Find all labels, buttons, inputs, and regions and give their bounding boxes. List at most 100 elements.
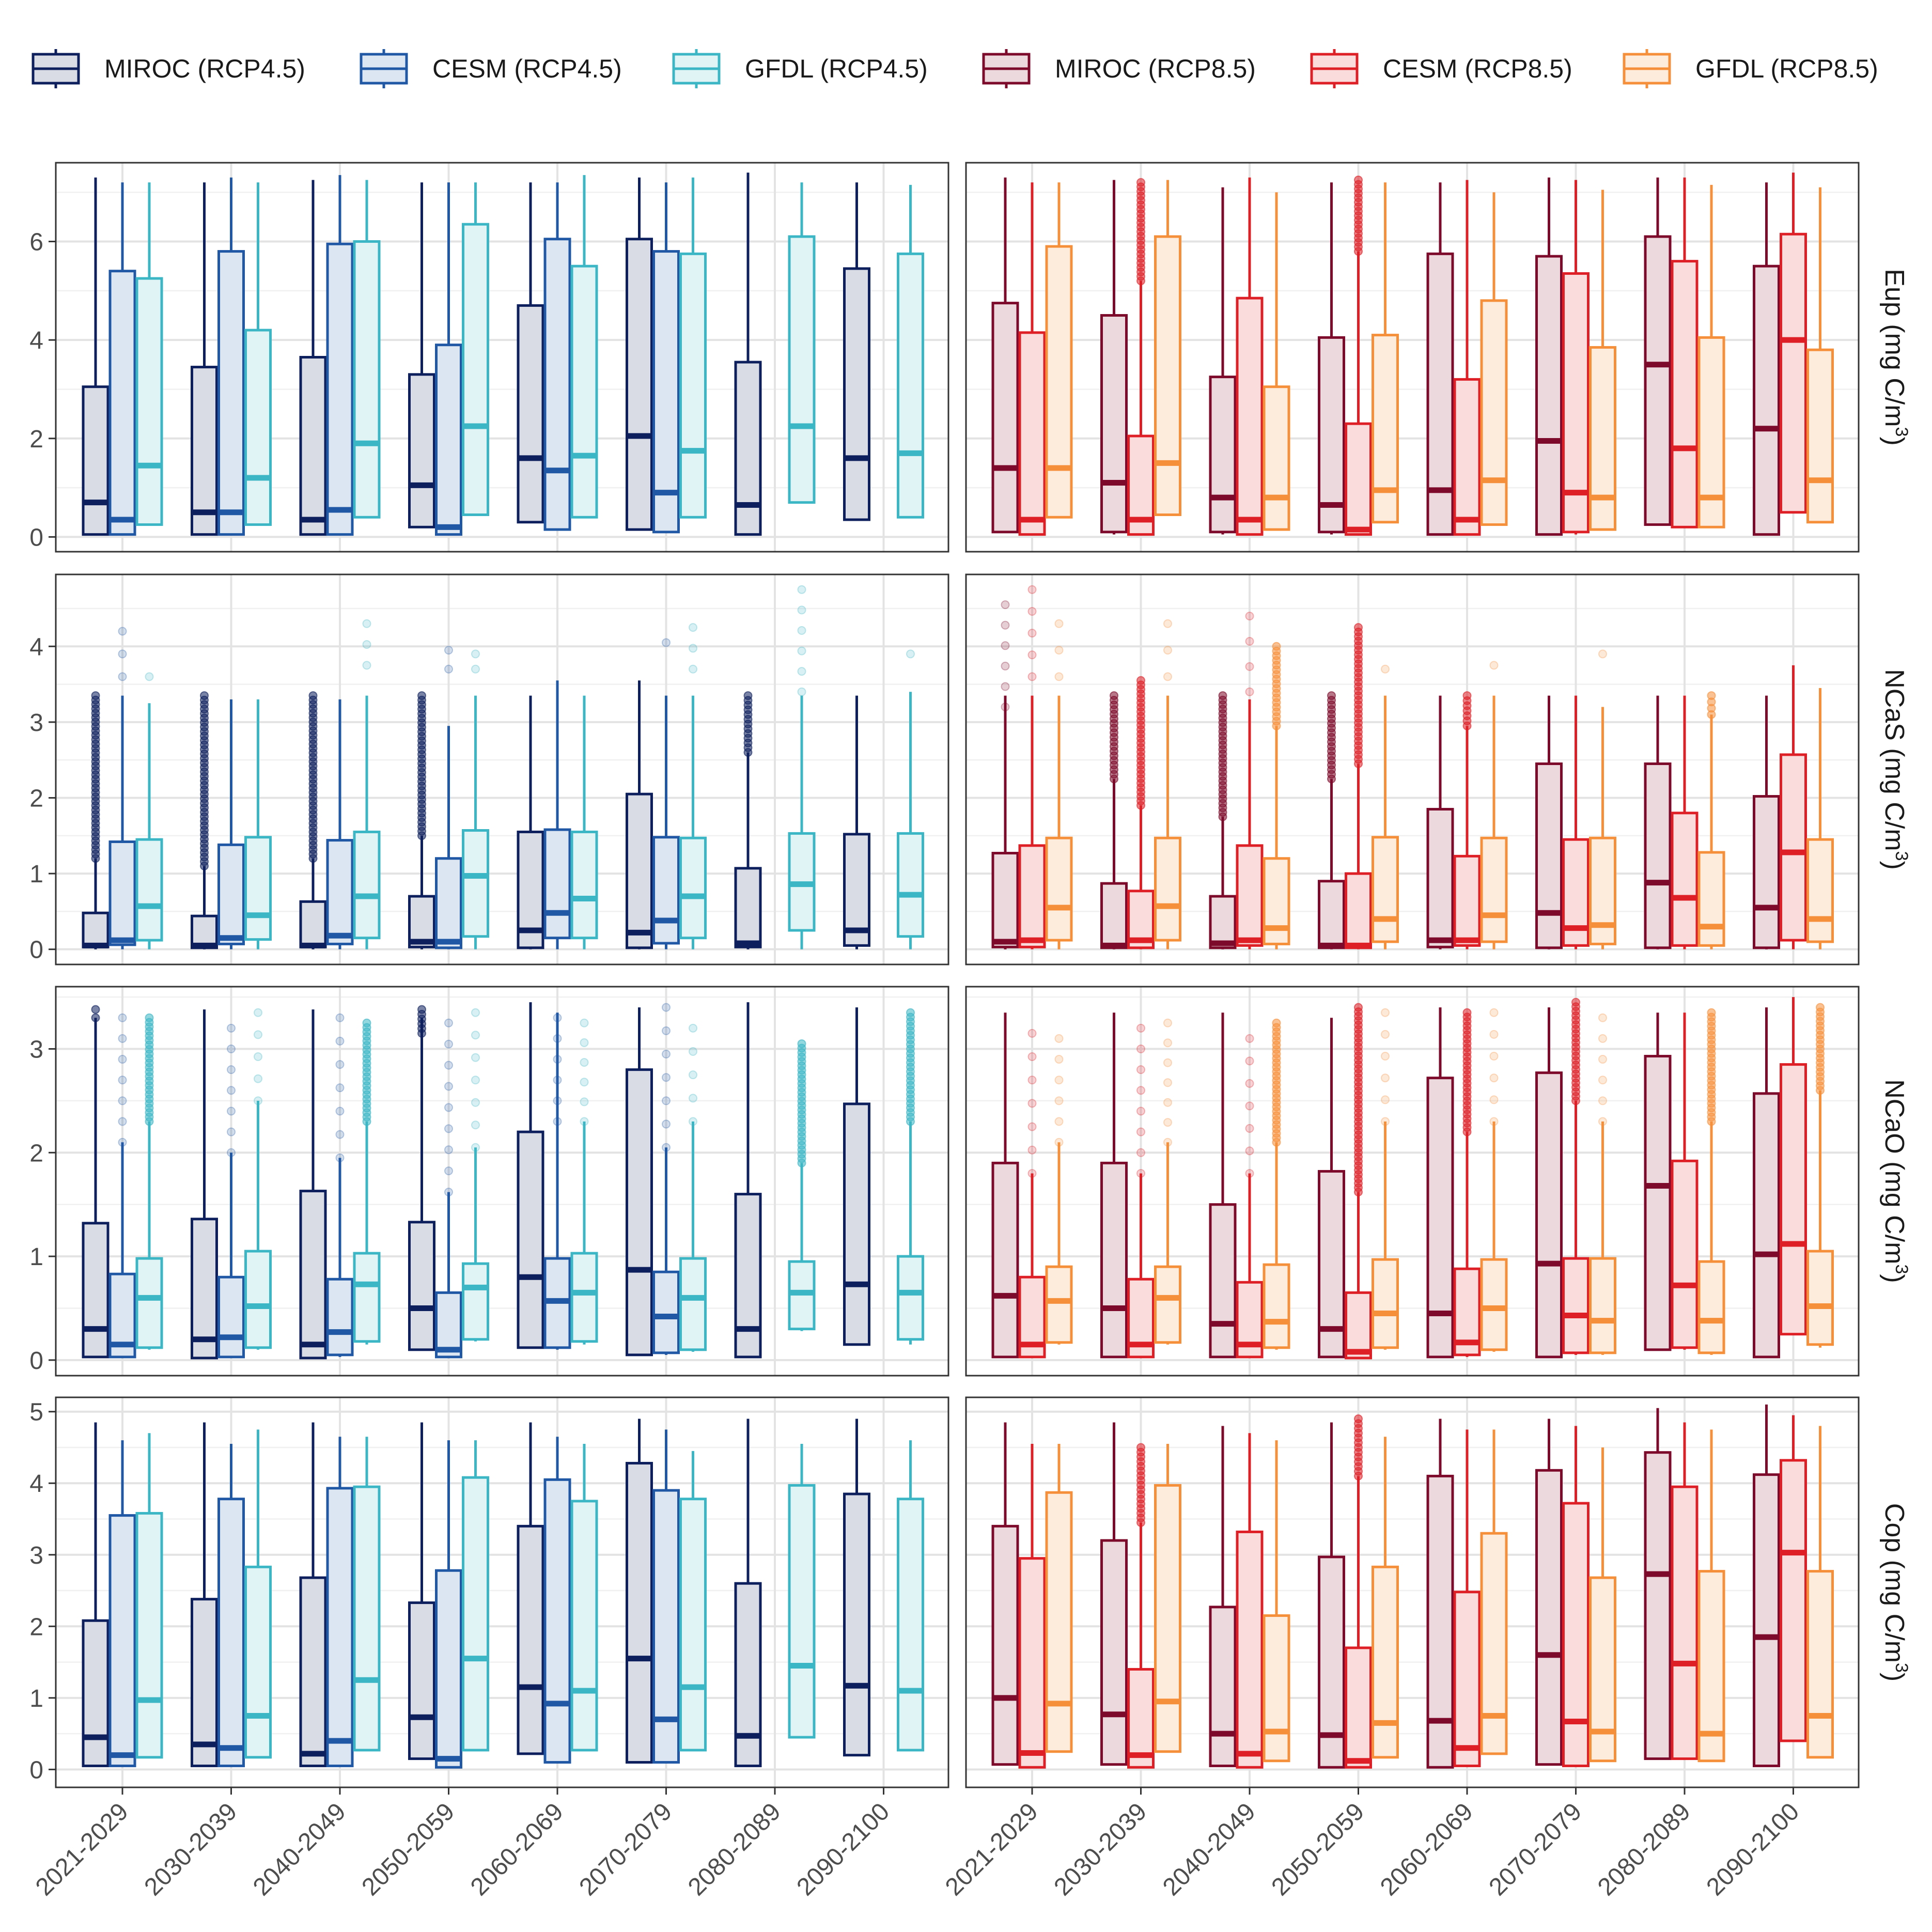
outlier-point (1027, 1076, 1037, 1085)
box-iqr (1345, 872, 1372, 949)
y-tick-label: 5 (29, 1399, 43, 1426)
outlier-point (362, 1018, 371, 1027)
outlier-point (1027, 1122, 1037, 1131)
outlier-point (118, 1034, 127, 1043)
box-iqr (108, 840, 136, 946)
box-iqr (1018, 844, 1046, 948)
box-CESM-RCP4.5-0 (108, 182, 136, 536)
box-CESM-RCP8.5-6 (1671, 1422, 1699, 1760)
outlier-point (797, 687, 806, 696)
box-iqr (991, 851, 1019, 948)
x-tick-label: 2030-2039 (139, 1798, 242, 1901)
row-strip-label: NCaO (mg C/m3) (1879, 1079, 1911, 1283)
box-iqr (897, 832, 924, 938)
outlier-point (1001, 682, 1010, 691)
box-iqr (244, 836, 272, 941)
box-GFDL-RCP8.5-0 (1045, 1142, 1073, 1345)
box-MIROC-RCP4.5-7 (843, 182, 870, 521)
box-iqr (353, 240, 381, 519)
outlier-point (471, 1120, 480, 1130)
box-MIROC-RCP8.5-2 (1209, 187, 1237, 535)
outlier-point (1136, 1065, 1145, 1074)
box-GFDL-RCP4.5-7 (897, 692, 924, 949)
outlier-point (335, 1083, 345, 1093)
panel-border (965, 1396, 1860, 1788)
box-GFDL-RCP8.5-4 (1480, 1121, 1508, 1352)
outlier-point (1245, 1034, 1254, 1043)
box-iqr (1018, 331, 1046, 536)
x-tick-label: 2060-2069 (1375, 1798, 1478, 1901)
box-iqr (1806, 1570, 1834, 1759)
legend: MIROC (RCP4.5) CESM (RCP4.5) GFDL (RCP4.5)… (32, 49, 1878, 88)
box-MIROC-RCP8.5-5 (1535, 695, 1563, 949)
outlier-point (118, 649, 127, 659)
outlier-point (335, 1013, 345, 1022)
outlier-point (1027, 1052, 1037, 1062)
outlier-point (444, 1103, 453, 1112)
outlier-point (362, 661, 371, 670)
box-GFDL-RCP8.5-7 (1806, 1090, 1834, 1348)
box-iqr (1589, 346, 1616, 531)
box-MIROC-RCP4.5-2 (299, 180, 327, 536)
outlier-point (1054, 672, 1064, 681)
box-iqr (135, 838, 163, 942)
outlier-point (580, 1038, 589, 1047)
box-MIROC-RCP8.5-4 (1426, 1007, 1454, 1359)
panel-r0-RCP4.5: 0 2 4 6 (29, 162, 949, 553)
box-iqr (734, 1193, 762, 1359)
box-iqr (570, 1252, 598, 1343)
panel-border (965, 573, 1860, 965)
outlier-point (1027, 585, 1037, 594)
box-CESM-RCP8.5-2 (1236, 1433, 1264, 1769)
outlier-point (227, 1107, 236, 1116)
box-CESM-RCP8.5-7 (1780, 173, 1807, 514)
panel-r2-RCP4.5: 0 1 2 3 (29, 986, 949, 1377)
x-tick-label: 2060-2069 (465, 1798, 569, 1901)
box-iqr (652, 836, 680, 945)
legend-label: CESM (RCP8.5) (1383, 54, 1572, 83)
outlier-point (444, 1061, 453, 1070)
box-MIROC-RCP4.5-3 (408, 182, 435, 528)
box-iqr (326, 839, 354, 945)
outlier-point (1598, 1096, 1607, 1105)
outlier-point (1462, 691, 1472, 700)
box-CESM-RCP8.5-7 (1780, 1415, 1807, 1742)
box-MIROC-RCP8.5-6 (1644, 1012, 1672, 1351)
box-iqr (1372, 334, 1399, 524)
box-iqr (1671, 260, 1699, 528)
y-tick-label: 1 (29, 861, 43, 888)
box-iqr (991, 302, 1019, 534)
outlier-point (1027, 1145, 1037, 1155)
outlier-point (1136, 1044, 1145, 1053)
outlier-point (1381, 1073, 1390, 1083)
box-CESM-RCP8.5-4 (1453, 180, 1481, 536)
box-GFDL-RCP4.5-5 (679, 177, 707, 519)
outlier-point (254, 1030, 262, 1039)
box-CESM-RCP8.5-2 (1236, 1173, 1264, 1359)
box-iqr (897, 1498, 924, 1752)
box-iqr (1372, 836, 1399, 943)
outlier-point (471, 1053, 480, 1062)
box-GFDL-RCP8.5-1 (1154, 180, 1181, 517)
box-GFDL-RCP4.5-1 (244, 1100, 272, 1350)
outlier-point (335, 1036, 345, 1046)
box-GFDL-RCP4.5-4 (570, 1444, 598, 1752)
outlier-point (1163, 619, 1172, 628)
box-iqr (135, 277, 163, 526)
box-CESM-RCP4.5-3 (435, 726, 462, 949)
box-iqr (1589, 1257, 1616, 1354)
outlier-point (797, 646, 806, 656)
y-tick-label: 2 (29, 426, 43, 453)
legend-item: MIROC (RCP4.5) (32, 49, 305, 88)
x-tick-label: 2090-2100 (1701, 1798, 1804, 1901)
box-CESM-RCP8.5-4 (1453, 726, 1481, 949)
box-iqr (1045, 1491, 1073, 1753)
box-iqr (191, 1598, 218, 1767)
panel-r3-RCP8.5: 2021-2029 2030-2039 2040-2049 2050-2059 2060… (940, 1396, 1860, 1901)
box-CESM-RCP8.5-5 (1562, 1100, 1590, 1355)
box-iqr (1100, 314, 1128, 534)
box-iqr (408, 895, 435, 948)
box-iqr (217, 250, 245, 536)
box-iqr (1263, 857, 1290, 945)
box-iqr (1453, 378, 1481, 536)
